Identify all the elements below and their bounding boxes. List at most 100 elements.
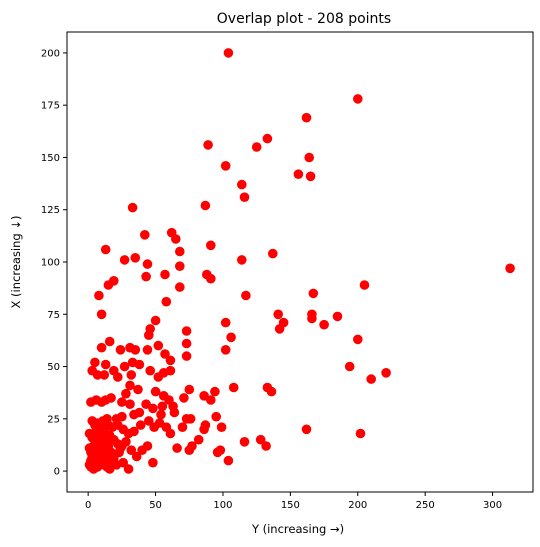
y-axis-label: X (increasing ↓)	[9, 216, 23, 309]
x-tick-label: 250	[416, 500, 435, 511]
data-point	[94, 290, 104, 301]
data-point	[119, 361, 130, 372]
data-point	[121, 437, 131, 447]
data-point	[142, 259, 153, 269]
data-point	[304, 152, 315, 163]
data-point	[203, 140, 213, 150]
data-point	[177, 422, 188, 433]
data-point	[115, 443, 126, 453]
data-point	[96, 342, 107, 353]
y-tick-label: 100	[41, 258, 60, 269]
data-point	[145, 365, 155, 376]
data-point	[215, 445, 226, 456]
data-point	[150, 386, 161, 397]
data-point	[125, 380, 135, 391]
data-point	[251, 142, 262, 152]
data-point	[226, 332, 236, 343]
data-point	[134, 359, 145, 370]
data-point	[99, 455, 110, 466]
data-point	[148, 457, 158, 468]
data-point	[175, 282, 185, 292]
data-point	[216, 422, 227, 433]
data-point	[90, 357, 100, 368]
data-point	[301, 112, 312, 123]
data-point	[121, 388, 131, 399]
data-point	[200, 200, 211, 211]
data-point	[125, 399, 135, 410]
data-point	[100, 244, 111, 255]
data-point	[307, 313, 317, 324]
data-point	[237, 179, 247, 190]
data-point	[223, 455, 234, 466]
data-point	[305, 171, 316, 182]
data-point	[353, 334, 363, 345]
data-point	[165, 428, 176, 439]
x-tick-label: 0	[85, 500, 91, 511]
x-tick-label: 200	[348, 500, 367, 511]
x-tick-label: 50	[149, 500, 162, 511]
data-point	[117, 397, 127, 407]
data-point	[123, 464, 134, 474]
data-point	[359, 280, 370, 290]
data-point	[150, 315, 161, 326]
data-point	[133, 384, 143, 395]
data-point	[172, 443, 182, 453]
data-point	[319, 319, 329, 330]
data-point	[206, 273, 216, 284]
x-tick-label: 100	[213, 500, 232, 511]
y-tick-label: 150	[41, 153, 60, 164]
data-point	[175, 246, 185, 257]
data-point	[87, 451, 97, 462]
data-point	[144, 330, 154, 341]
data-point	[165, 365, 176, 376]
data-point	[153, 340, 164, 351]
data-point	[142, 345, 153, 355]
data-point	[156, 409, 166, 420]
y-axis-ticks: 0 25 50 75 100 125 150 175 200	[41, 48, 67, 478]
data-point	[266, 386, 277, 397]
data-point	[169, 407, 180, 418]
data-point	[144, 416, 154, 426]
data-point	[193, 434, 204, 445]
y-tick-label: 50	[47, 362, 60, 373]
data-point	[103, 280, 114, 290]
data-point	[181, 338, 192, 349]
data-point	[187, 441, 197, 451]
data-points	[84, 48, 515, 474]
data-point	[160, 269, 170, 280]
chart-title: Overlap plot - 208 points	[217, 11, 391, 27]
data-point	[181, 326, 192, 336]
data-point	[141, 271, 151, 282]
data-point	[355, 428, 366, 439]
data-point	[206, 240, 216, 251]
data-point	[366, 374, 377, 384]
data-point	[220, 345, 231, 355]
x-tick-label: 150	[281, 500, 300, 511]
data-point	[175, 261, 185, 272]
data-point	[148, 403, 158, 414]
data-point	[381, 368, 391, 378]
data-point	[301, 424, 312, 435]
y-tick-label: 75	[47, 310, 60, 321]
y-tick-label: 200	[41, 48, 60, 59]
data-point	[220, 317, 231, 328]
data-point	[165, 355, 176, 366]
data-point	[239, 192, 250, 202]
data-point	[293, 169, 304, 179]
data-point	[505, 263, 515, 274]
data-point	[239, 437, 250, 447]
data-point	[99, 370, 110, 380]
y-tick-label: 0	[54, 467, 60, 478]
data-point	[220, 161, 231, 171]
y-tick-label: 125	[41, 205, 60, 216]
data-point	[142, 441, 153, 451]
x-axis-ticks: 0 50 100 150 200 250 300	[85, 492, 502, 511]
data-point	[261, 441, 271, 451]
data-point	[344, 361, 355, 372]
data-point	[262, 133, 273, 144]
data-point	[268, 248, 278, 259]
data-point	[87, 365, 97, 376]
data-point	[129, 426, 139, 437]
data-point	[210, 386, 220, 397]
